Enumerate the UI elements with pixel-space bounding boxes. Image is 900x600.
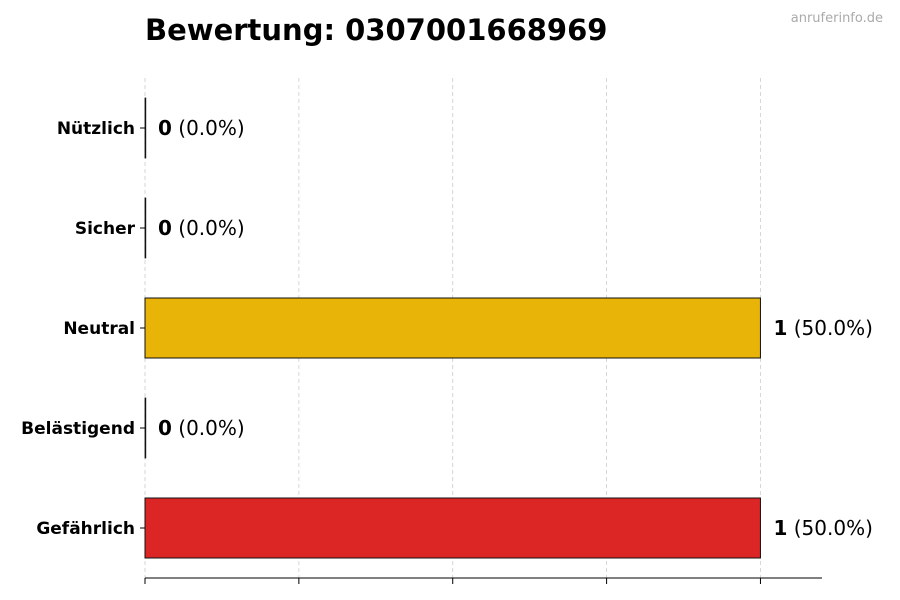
category-label: Gefährlich — [36, 519, 135, 539]
bar — [144, 97, 147, 159]
category-label: Belästigend — [21, 419, 135, 439]
value-label: 0 (0.0%) — [158, 116, 245, 140]
category-label: Sicher — [75, 219, 136, 239]
value-percent: (0.0%) — [172, 416, 245, 440]
bar — [144, 397, 147, 459]
value-label: 1 (50.0%) — [773, 316, 872, 340]
value-label: 1 (50.0%) — [773, 516, 872, 540]
value-count: 1 — [773, 316, 787, 340]
bar — [144, 197, 147, 259]
bar — [144, 497, 761, 559]
value-count: 0 — [158, 116, 172, 140]
category-label: Neutral — [63, 319, 135, 339]
value-count: 0 — [158, 216, 172, 240]
chart-title: Bewertung: 0307001668969 — [145, 13, 607, 47]
value-label: 0 (0.0%) — [158, 216, 245, 240]
value-label: 0 (0.0%) — [158, 416, 245, 440]
value-count: 0 — [158, 416, 172, 440]
value-count: 1 — [773, 516, 787, 540]
category-label: Nützlich — [57, 119, 135, 139]
value-percent: (50.0%) — [787, 516, 873, 540]
watermark: anruferinfo.de — [791, 11, 883, 26]
value-percent: (0.0%) — [172, 216, 245, 240]
value-percent: (50.0%) — [787, 316, 873, 340]
value-percent: (0.0%) — [172, 116, 245, 140]
bar — [144, 297, 761, 359]
